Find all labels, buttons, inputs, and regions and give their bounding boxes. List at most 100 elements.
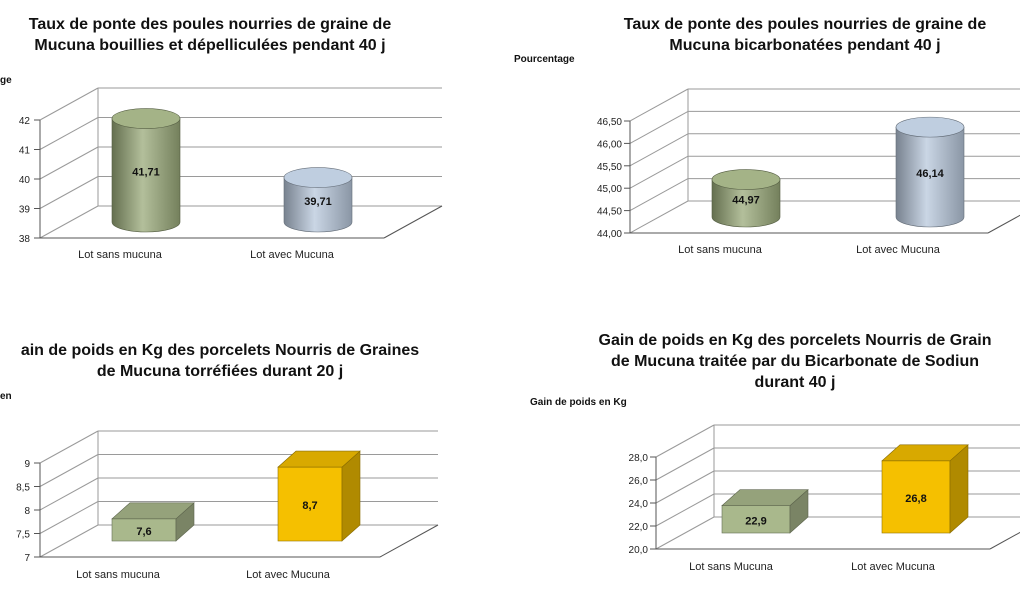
data-label: 44,97 [732, 194, 760, 206]
bar-1 [721, 488, 809, 534]
chart4-title-line2: de Mucuna traitée par du Bicarbonate de … [610, 353, 980, 370]
bar-body [711, 179, 781, 228]
bar-front [881, 460, 951, 534]
bar-1 [711, 169, 781, 228]
bar-2 [277, 450, 361, 542]
chart3-ylabel: en [0, 391, 12, 402]
y-tick-label: 46,50 [597, 117, 622, 128]
gridline-side [39, 477, 99, 511]
chart3-title: ain de poids en Kg des porcelets Nourris… [0, 340, 440, 382]
gridline-side [655, 470, 715, 504]
bar-body [895, 126, 965, 228]
floor-edge [989, 531, 1020, 550]
gridlines [34, 430, 439, 558]
y-tick-label: 9 [24, 459, 30, 470]
bar-body [111, 118, 181, 233]
gridline-side [655, 493, 715, 527]
data-label: 8,7 [302, 500, 317, 512]
bar-body [283, 177, 353, 233]
bar-top [711, 169, 781, 190]
bar-top [111, 502, 195, 520]
gridline-side [39, 117, 99, 150]
gridline-side [629, 178, 689, 212]
bar-2 [881, 444, 969, 534]
chart4-ylabel: Gain de poids en Kg [530, 397, 627, 408]
y-tick-label: 7 [24, 553, 30, 564]
bar-top [881, 444, 969, 462]
y-tick-label: 42 [19, 116, 31, 127]
data-label: 7,6 [136, 526, 151, 538]
x-tick-label: Lot avec Mucuna [851, 561, 936, 573]
chart3-title-line1: ain de poids en Kg des porcelets Nourris… [20, 342, 420, 359]
bar-top [895, 116, 965, 138]
gridline-side [39, 524, 99, 558]
floor-edge [379, 524, 439, 558]
data-label: 46,14 [916, 168, 944, 180]
chart1-title-line1: Taux de ponte des poules nourries de gra… [28, 16, 392, 33]
bar-2 [283, 167, 353, 233]
x-tick-label: Lot sans mucuna [678, 244, 763, 256]
y-tick-label: 44,50 [597, 207, 622, 218]
chart1-ylabel: ge [0, 75, 12, 86]
gridline-side [655, 447, 715, 481]
y-tick-label: 46,00 [597, 139, 622, 150]
gridline-side [655, 424, 715, 458]
gridline-side [39, 205, 99, 239]
y-tick-label: 24,0 [629, 499, 649, 510]
gridline-side [655, 516, 715, 550]
y-tick-label: 38 [19, 234, 31, 245]
gridline-side [629, 155, 689, 189]
y-tick-label: 45,50 [597, 162, 622, 173]
gridline-side [39, 176, 99, 209]
chart4-title-line3: durant 40 j [754, 374, 836, 391]
gridlines [624, 88, 1020, 234]
y-tick-label: 8,5 [16, 483, 30, 494]
bar-1 [111, 108, 181, 233]
y-tick-label: 8 [24, 506, 30, 517]
floor-edge [987, 214, 1020, 234]
chart1-title: Taux de ponte des poules nourries de gra… [0, 14, 420, 56]
gridline-side [629, 200, 689, 234]
y-tick-label: 20,0 [629, 545, 649, 556]
data-label: 26,8 [905, 493, 926, 505]
y-tick-label: 26,0 [629, 476, 649, 487]
y-tick-label: 7,5 [16, 530, 30, 541]
bar-top [721, 489, 809, 506]
x-tick-label: Lot sans mucuna [78, 249, 163, 261]
chart2-title-line1: Taux de ponte des poules nourries de gra… [623, 16, 987, 33]
bar-1 [111, 502, 195, 542]
bar-2 [895, 116, 965, 228]
data-label: 22,9 [745, 515, 766, 527]
y-tick-label: 40 [19, 175, 31, 186]
floor-edge [383, 205, 443, 239]
x-tick-label: Lot avec Mucuna [856, 244, 941, 256]
data-label: 41,71 [132, 166, 160, 178]
gridline-side [629, 133, 689, 167]
bar-front [721, 505, 791, 534]
x-tick-label: Lot sans Mucuna [689, 561, 774, 573]
chart4-title: Gain de poids en Kg des porcelets Nourri… [570, 330, 1020, 393]
y-tick-label: 45,00 [597, 184, 622, 195]
x-tick-label: Lot avec Mucuna [250, 249, 335, 261]
gridline-side [39, 501, 99, 534]
chart2-title: Taux de ponte des poules nourries de gra… [590, 14, 1020, 56]
y-tick-label: 41 [19, 146, 31, 157]
bar-top [283, 167, 353, 188]
y-tick-label: 28,0 [629, 453, 649, 464]
chart1-title-line2: Mucuna bouillies et dépelliculées pendan… [34, 37, 386, 54]
bar-front [277, 466, 343, 542]
gridline-side [39, 146, 99, 180]
gridline-side [629, 88, 689, 122]
x-tick-label: Lot sans mucuna [76, 569, 161, 581]
bar-top [277, 450, 361, 468]
data-label: 39,71 [304, 196, 332, 208]
x-tick-label: Lot avec Mucuna [246, 569, 331, 581]
gridline-side [629, 110, 689, 144]
y-tick-label: 22,0 [629, 522, 649, 533]
chart2-title-line2: Mucuna bicarbonatées pendant 40 j [669, 37, 941, 54]
gridline-side [39, 430, 99, 464]
gridline-side [39, 87, 99, 121]
